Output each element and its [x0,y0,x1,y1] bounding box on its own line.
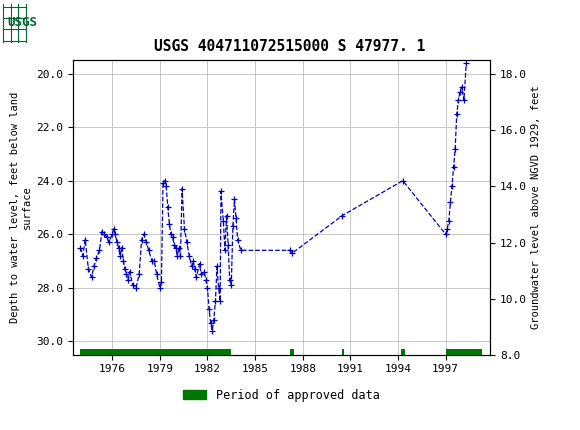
Bar [342,349,344,356]
Bar [3,3,55,42]
Y-axis label: Groundwater level above NGVD 1929, feet: Groundwater level above NGVD 1929, feet [531,86,541,329]
Text: USGS 404711072515000 S 47977. 1: USGS 404711072515000 S 47977. 1 [154,39,426,54]
Text: USGS: USGS [8,16,38,29]
Bar [290,349,294,356]
Y-axis label: Depth to water level, feet below land
surface: Depth to water level, feet below land su… [10,92,32,323]
Bar [81,349,231,356]
Bar [401,349,405,356]
Bar [445,349,482,356]
Legend: Period of approved data: Period of approved data [178,384,385,406]
